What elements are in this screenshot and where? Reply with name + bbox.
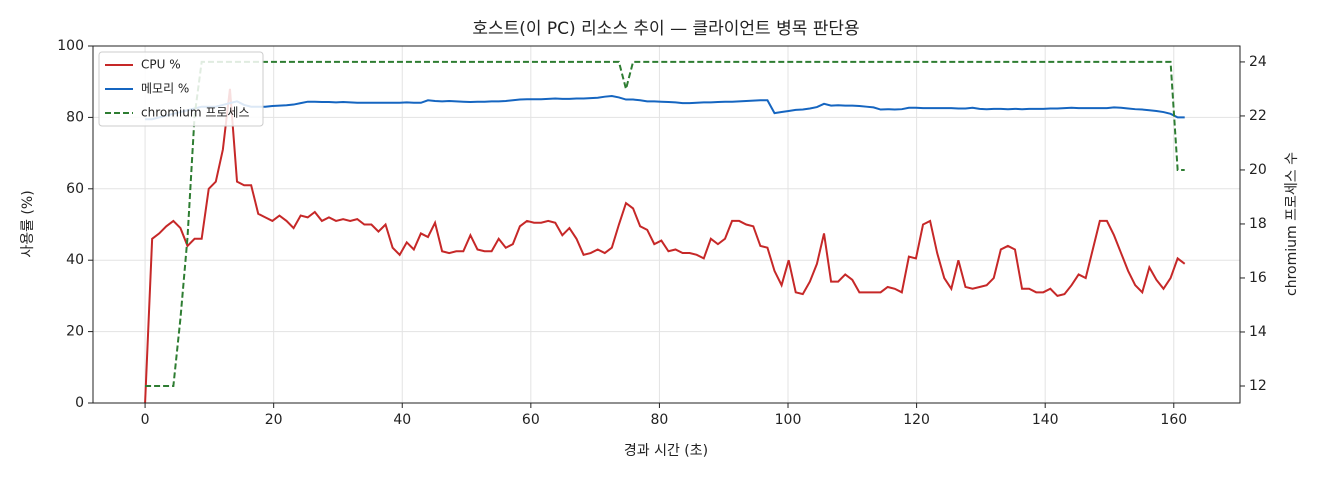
- y2-tick-label: 14: [1249, 324, 1267, 340]
- y-tick-label: 80: [66, 109, 84, 125]
- x-tick-label: 40: [393, 412, 411, 428]
- y2-tick-label: 20: [1249, 162, 1267, 178]
- y-axis-label: 사용률 (%): [20, 190, 36, 257]
- legend-label: CPU %: [141, 58, 181, 72]
- x-tick-label: 100: [775, 412, 802, 428]
- x-tick-label: 20: [265, 412, 283, 428]
- y2-tick-label: 16: [1249, 270, 1267, 286]
- y-tick-label: 100: [57, 38, 84, 54]
- plot-frame: [92, 45, 1241, 404]
- legend-label: chromium 프로세스: [141, 106, 250, 120]
- series-line: [145, 94, 1185, 121]
- x-tick-label: 60: [522, 412, 540, 428]
- y2-tick-label: 22: [1249, 108, 1267, 124]
- series-line: [144, 88, 1186, 404]
- y2-tick-label: 24: [1249, 54, 1267, 70]
- x-tick-label: 80: [651, 412, 669, 428]
- x-tick-label: 0: [141, 412, 150, 428]
- y-tick-label: 60: [66, 181, 84, 197]
- y-tick-label: 0: [75, 395, 84, 411]
- chart-title: 호스트(이 PC) 리소스 추이 — 클라이언트 병목 판단용: [472, 19, 859, 39]
- y2-axis-label: chromium 프로세스 수: [1284, 152, 1300, 296]
- grid: [93, 45, 1240, 404]
- x-axis-label: 경과 시간 (초): [624, 443, 708, 459]
- x-tick-label: 120: [903, 412, 930, 428]
- y-tick-label: 40: [66, 252, 84, 268]
- x-tick-label: 140: [1032, 412, 1059, 428]
- y-tick-label: 20: [66, 324, 84, 340]
- legend-label: 메모리 %: [141, 82, 189, 96]
- series-line: [145, 60, 1185, 387]
- y2-tick-label: 12: [1249, 378, 1267, 394]
- y2-tick-label: 18: [1249, 216, 1267, 232]
- legend-box: [98, 51, 264, 127]
- x-tick-label: 160: [1160, 412, 1187, 428]
